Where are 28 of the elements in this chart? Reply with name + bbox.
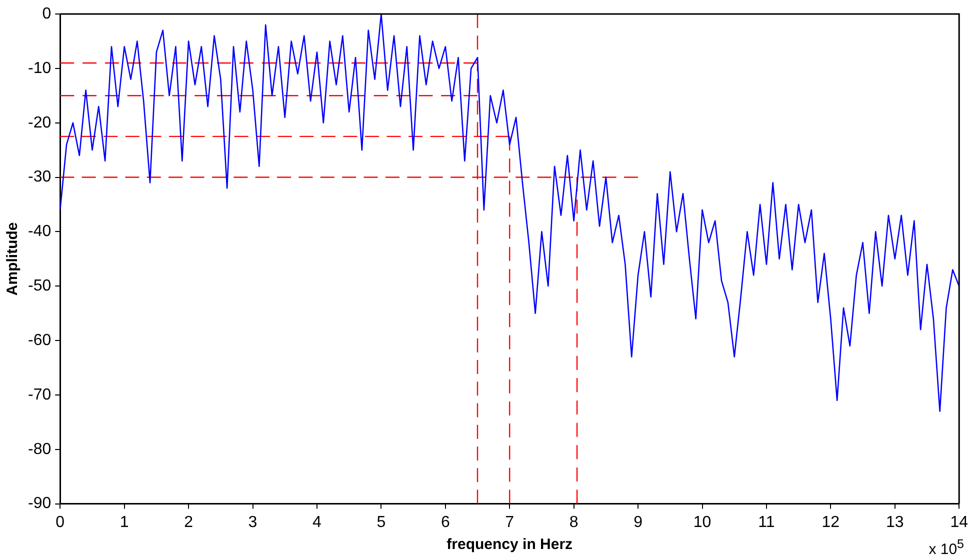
x-tick-label: 0 xyxy=(56,514,65,531)
y-tick-label: -40 xyxy=(28,223,52,240)
y-tick-label: -30 xyxy=(28,168,52,186)
x-tick-label: 3 xyxy=(248,514,258,531)
y-tick-label: -10 xyxy=(28,60,52,77)
y-tick-label: -90 xyxy=(28,495,52,512)
x-tick-label: 1 xyxy=(120,514,129,531)
x-tick-label: 12 xyxy=(822,514,840,531)
x-tick-label: 13 xyxy=(886,514,904,531)
y-tick-label: -60 xyxy=(28,332,52,349)
x-tick-label: 5 xyxy=(376,514,386,531)
y-tick-label: -80 xyxy=(28,440,52,458)
y-tick-label: -70 xyxy=(28,386,52,404)
y-tick-label: -50 xyxy=(28,278,52,295)
x-tick-label: 10 xyxy=(693,514,712,531)
x-tick-label: 4 xyxy=(312,514,322,531)
x-tick-label: 8 xyxy=(569,514,578,531)
y-tick-label: -20 xyxy=(28,114,52,132)
text: x 10$^{5}$ xyxy=(928,537,964,558)
x-tick-label: 7 xyxy=(505,514,514,531)
x-tick-label: 9 xyxy=(634,514,643,531)
x-tick-label: 11 xyxy=(758,514,775,531)
x-tick-label: 6 xyxy=(440,514,450,531)
x-axis-title: frequency in Herz xyxy=(446,536,573,554)
y-axis-title: Amplitude xyxy=(4,222,22,296)
x-tick-label: 2 xyxy=(184,514,194,531)
y-tick-label: 0 xyxy=(42,5,52,22)
x-tick-label: 14 xyxy=(950,514,968,531)
